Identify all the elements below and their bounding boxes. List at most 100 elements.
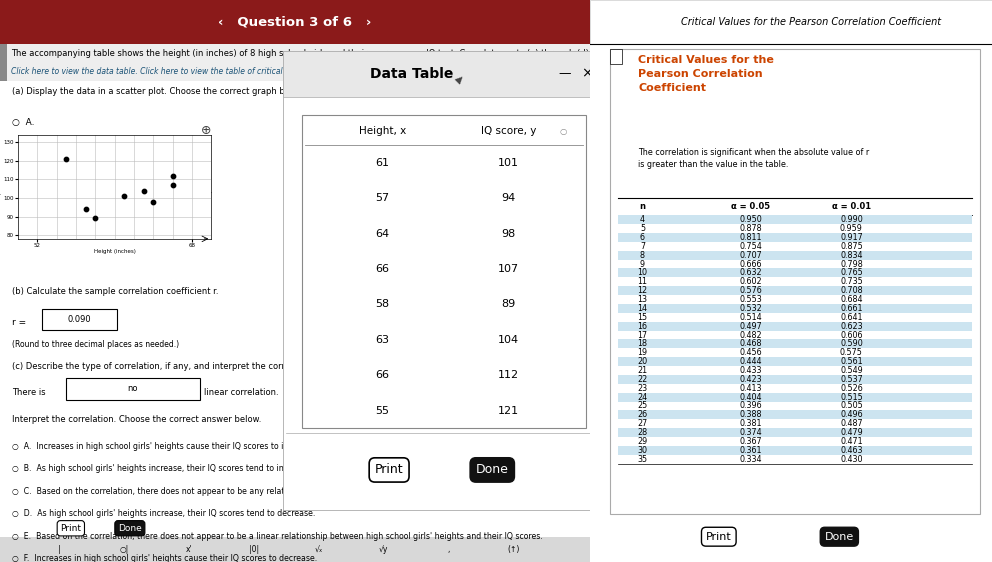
Text: 20: 20: [638, 357, 648, 366]
Text: 0.433: 0.433: [740, 366, 762, 375]
Bar: [618, 233, 972, 242]
Text: 29: 29: [637, 437, 648, 446]
Text: Interpret the correlation. Choose the correct answer below.: Interpret the correlation. Choose the co…: [12, 415, 261, 424]
Text: ⊕: ⊕: [201, 124, 212, 137]
Text: 98: 98: [501, 229, 516, 239]
Text: 23: 23: [638, 384, 648, 393]
Point: [165, 180, 181, 189]
Bar: [610, 49, 622, 64]
Bar: [618, 366, 972, 375]
Text: 0.090: 0.090: [67, 315, 91, 324]
Text: 0.532: 0.532: [740, 304, 762, 313]
Text: 0.413: 0.413: [740, 384, 762, 393]
Bar: [618, 286, 972, 295]
Point: [77, 205, 93, 214]
Point: [165, 171, 181, 180]
Text: 13: 13: [638, 295, 648, 304]
Text: 0.575: 0.575: [840, 348, 863, 357]
Text: 0.381: 0.381: [740, 419, 762, 428]
Text: 0.404: 0.404: [740, 393, 762, 402]
Text: 55: 55: [376, 406, 390, 416]
Bar: [618, 251, 972, 260]
Bar: [0, 0, 590, 44]
Bar: [618, 455, 972, 464]
Text: 0.950: 0.950: [740, 215, 762, 224]
FancyBboxPatch shape: [43, 309, 117, 330]
Point: [116, 192, 132, 201]
Text: —: —: [558, 67, 571, 80]
Text: Done: Done: [824, 532, 854, 542]
Text: (Round to three decimal places as needed.): (Round to three decimal places as needed…: [12, 340, 179, 349]
Text: 0.374: 0.374: [740, 428, 762, 437]
Text: 66: 66: [376, 264, 390, 274]
Text: 0.561: 0.561: [840, 357, 863, 366]
Y-axis label: IQ score: IQ score: [0, 176, 2, 198]
Text: 0.396: 0.396: [740, 401, 762, 410]
Text: 0.576: 0.576: [740, 286, 762, 295]
Text: 0.623: 0.623: [840, 321, 863, 330]
Text: 9: 9: [640, 260, 645, 269]
Text: 0.661: 0.661: [840, 304, 863, 313]
Bar: [590, 0, 992, 44]
Text: Click here to view the data table. Click here to view the table of critical valu: Click here to view the data table. Click…: [11, 67, 456, 76]
Text: Height, x: Height, x: [359, 126, 407, 136]
Text: Critical Values for the
Pearson Correlation
Coefficient: Critical Values for the Pearson Correlat…: [639, 55, 775, 93]
Text: ○  D.  As high school girls' heights increase, their IQ scores tend to decrease.: ○ D. As high school girls' heights incre…: [12, 509, 315, 518]
Bar: [618, 330, 972, 339]
Text: 57: 57: [376, 193, 390, 203]
Text: √ₓ: √ₓ: [314, 545, 322, 554]
Text: 0.537: 0.537: [840, 375, 863, 384]
Text: ○|: ○|: [119, 545, 129, 554]
Text: Print: Print: [61, 524, 81, 533]
Text: 0.367: 0.367: [740, 437, 762, 446]
Text: 0.707: 0.707: [740, 251, 762, 260]
Text: 0.456: 0.456: [740, 348, 762, 357]
Text: 21: 21: [638, 366, 648, 375]
Bar: [618, 410, 972, 419]
Bar: [610, 49, 980, 514]
Text: ↺: ↺: [201, 191, 212, 204]
Text: 0.553: 0.553: [740, 295, 762, 304]
Text: 24: 24: [638, 393, 648, 402]
Text: 7: 7: [640, 242, 645, 251]
Text: ○  A.  Increases in high school girls' heights cause their IQ scores to increase: ○ A. Increases in high school girls' hei…: [12, 442, 316, 451]
Text: There is: There is: [12, 388, 46, 397]
Bar: [618, 278, 972, 286]
Text: 0.479: 0.479: [840, 428, 863, 437]
Text: ‹   Question 3 of 6   ›: ‹ Question 3 of 6 ›: [218, 15, 372, 29]
Text: 0.684: 0.684: [840, 295, 863, 304]
Text: ×: ×: [581, 67, 593, 80]
Text: 94: 94: [501, 193, 516, 203]
Text: 0.487: 0.487: [840, 419, 863, 428]
Text: IQ score, y: IQ score, y: [481, 126, 536, 136]
Text: 12: 12: [638, 286, 648, 295]
Text: ○  F.  Increases in high school girls' heights cause their IQ scores to decrease: ○ F. Increases in high school girls' hei…: [12, 554, 317, 562]
Text: ○  A.: ○ A.: [12, 118, 35, 127]
Text: 0.549: 0.549: [840, 366, 863, 375]
Text: 0.878: 0.878: [740, 224, 762, 233]
Text: 0.496: 0.496: [840, 410, 863, 419]
Text: 0.468: 0.468: [740, 339, 762, 348]
Bar: [618, 295, 972, 304]
Text: Print: Print: [706, 532, 732, 542]
Text: 0.666: 0.666: [740, 260, 762, 269]
Text: 66: 66: [376, 370, 390, 380]
Text: 0.959: 0.959: [840, 224, 863, 233]
Text: 30: 30: [638, 446, 648, 455]
Text: 35: 35: [638, 455, 648, 464]
Text: 11: 11: [638, 277, 648, 286]
Text: 5: 5: [640, 224, 645, 233]
Text: 0.735: 0.735: [840, 277, 863, 286]
Text: ○  B.  As high school girls' heights increase, their IQ scores tend to increase.: ○ B. As high school girls' heights incre…: [12, 464, 311, 473]
Text: 0.834: 0.834: [840, 251, 863, 260]
Text: 101: 101: [498, 158, 519, 168]
Text: The accompanying table shows the height (in inches) of 8 high school girls and t: The accompanying table shows the height …: [11, 49, 618, 58]
X-axis label: Height (inches): Height (inches): [93, 250, 136, 255]
Text: linear correlation.: linear correlation.: [203, 388, 279, 397]
Bar: [618, 401, 972, 410]
Text: ⊖: ⊖: [201, 157, 212, 170]
Text: ○  B.: ○ B.: [284, 118, 306, 127]
Bar: [618, 393, 972, 401]
Text: ○  E.  Based on the correlation, there does not appear to be a linear relationsh: ○ E. Based on the correlation, there doe…: [12, 532, 543, 541]
Text: 0.606: 0.606: [840, 330, 863, 339]
